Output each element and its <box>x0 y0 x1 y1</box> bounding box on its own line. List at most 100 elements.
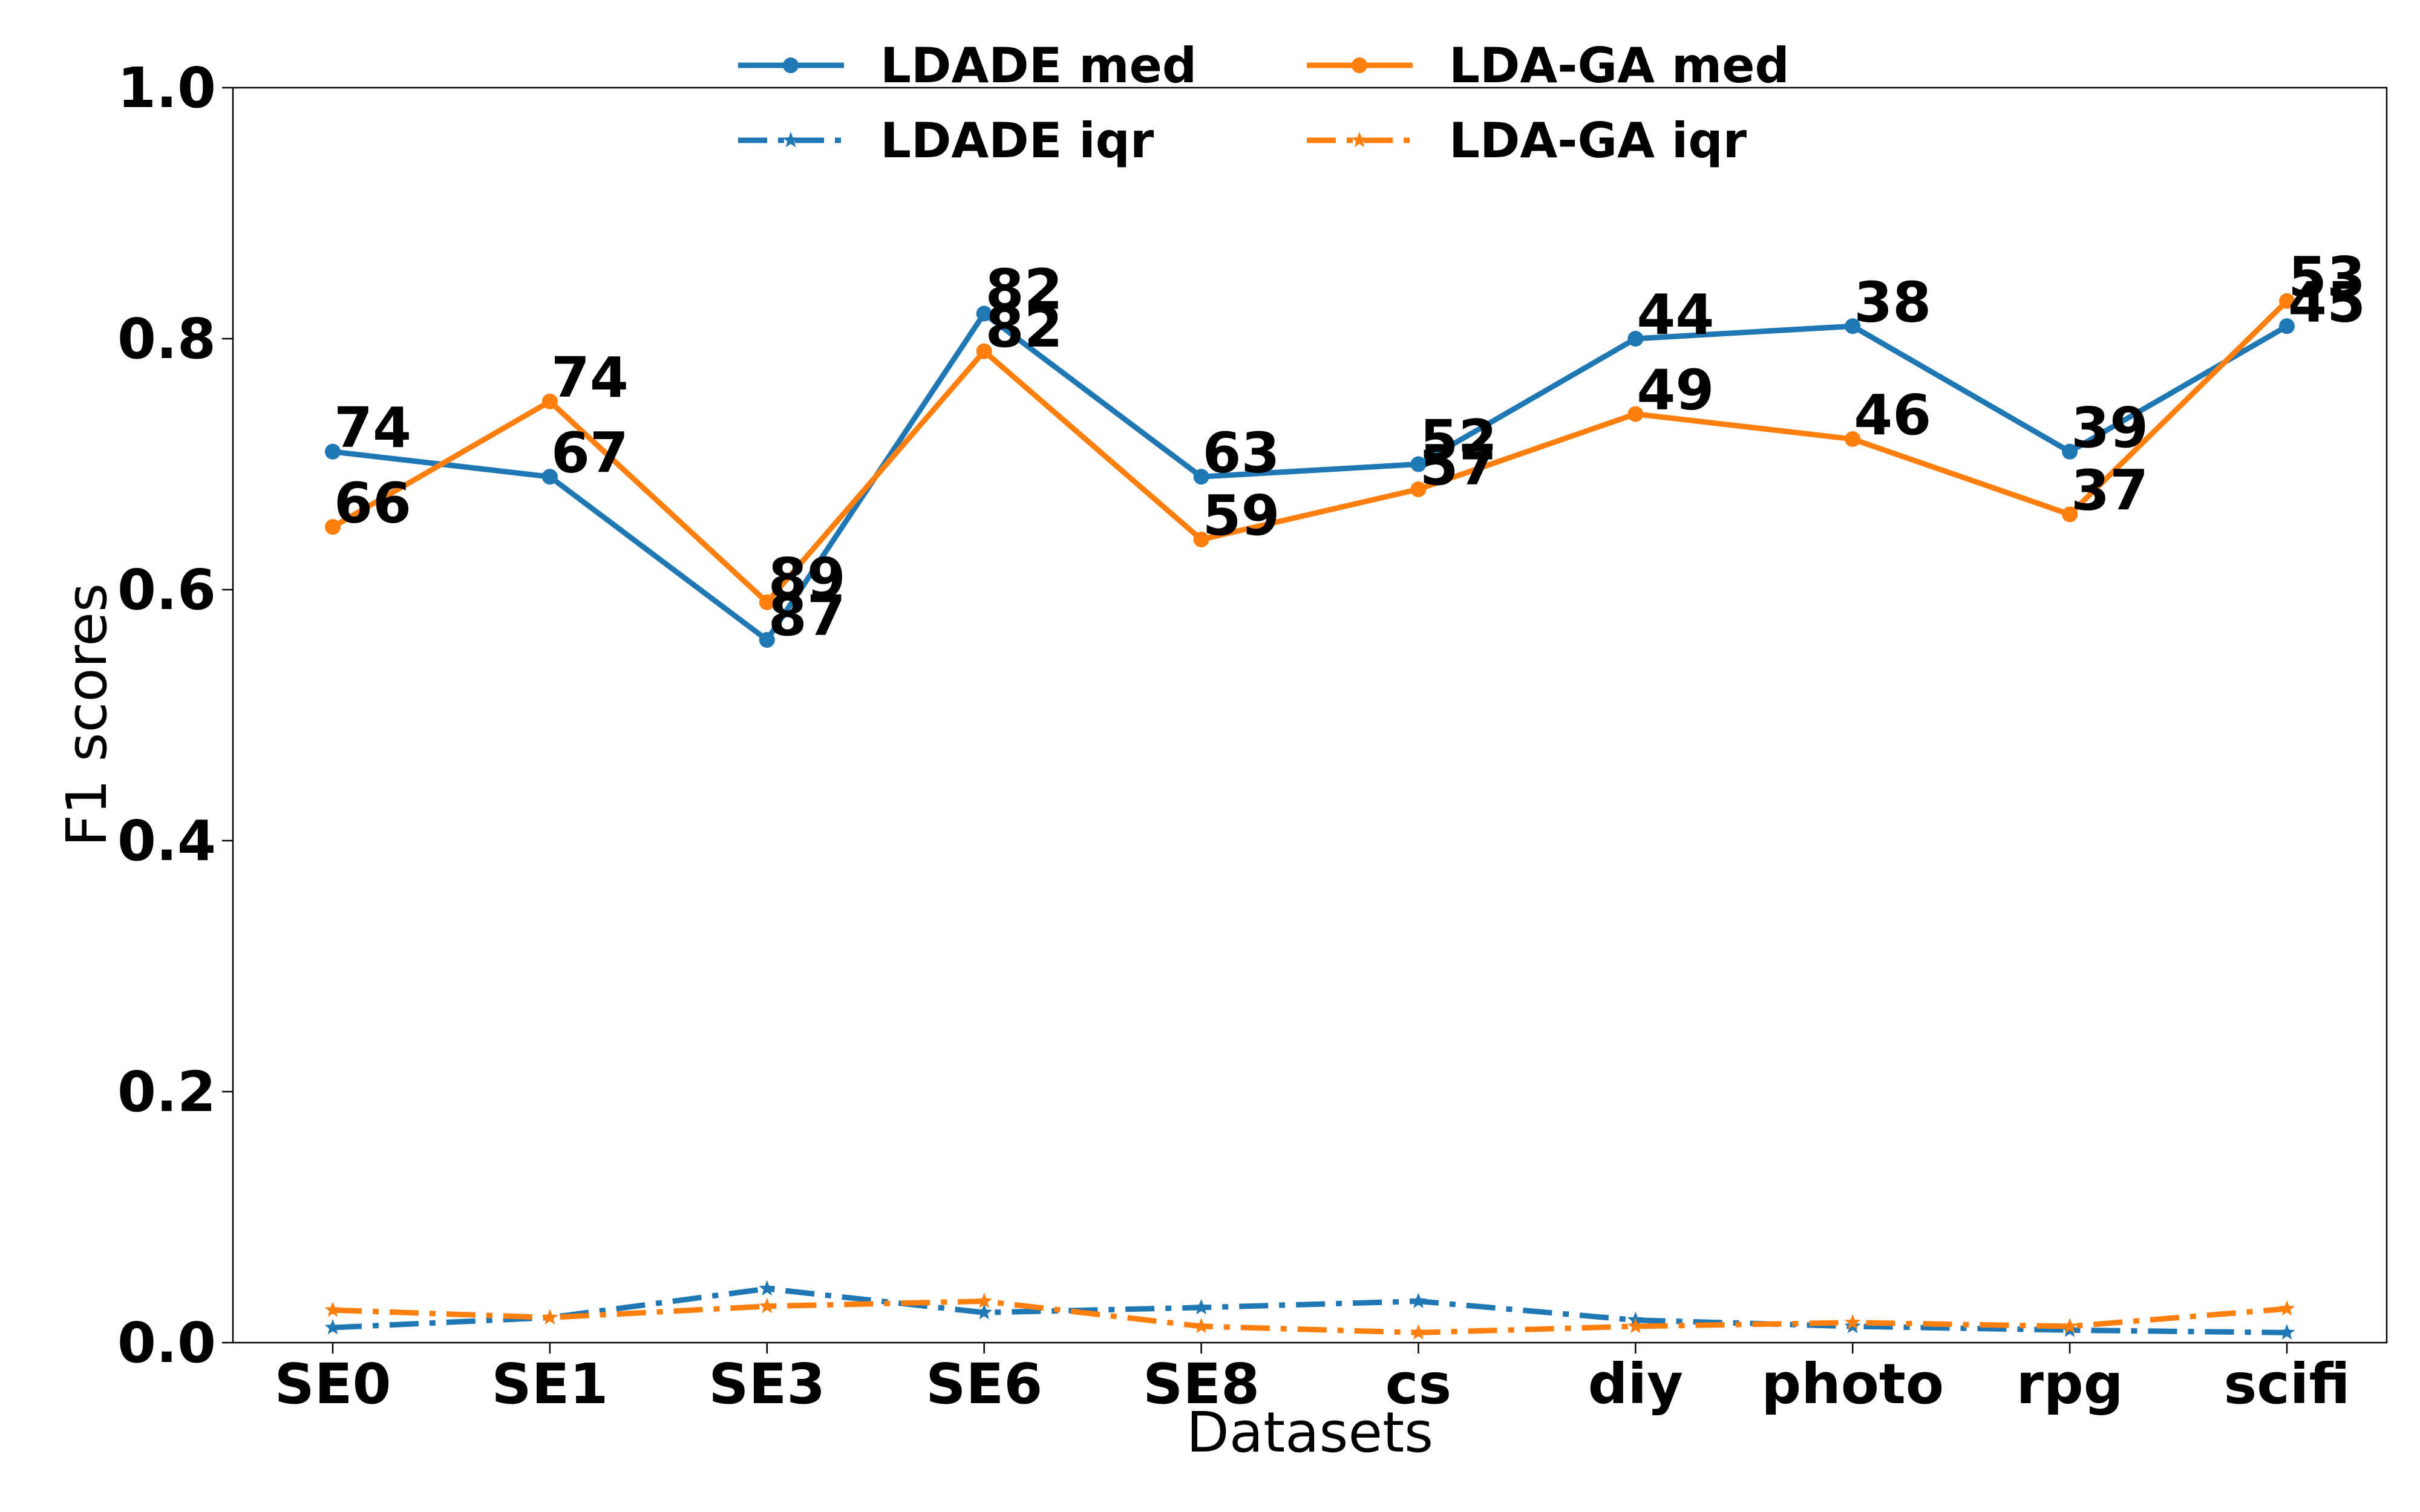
legend-marker <box>1351 132 1368 148</box>
series-0 <box>325 305 2295 648</box>
legend-item: LDA-GA med <box>1307 37 1790 94</box>
y-axis: 0.0 0.2 0.4 0.6 0.8 1.0 <box>117 56 233 1375</box>
data-point <box>976 1292 992 1308</box>
series-3 <box>324 1292 2295 1340</box>
legend-marker <box>1352 57 1367 73</box>
legend-marker <box>783 57 799 73</box>
data-point <box>2062 506 2078 523</box>
x-tick-label: SE3 <box>708 1352 825 1416</box>
data-label: 67 <box>551 420 629 485</box>
data-point <box>1627 1318 1644 1334</box>
legend-label: LDADE med <box>880 37 1197 94</box>
data-point <box>1193 1318 1209 1334</box>
data-point <box>2278 1300 2295 1316</box>
data-label: 66 <box>334 471 411 535</box>
x-tick-label: SE0 <box>274 1352 391 1416</box>
data-label: 59 <box>1203 483 1280 548</box>
data-point <box>976 305 992 322</box>
data-point <box>1627 331 1644 347</box>
legend-label: LDADE iqr <box>880 112 1154 169</box>
x-tick-label: scifi <box>2223 1352 2350 1416</box>
data-label: 82 <box>986 258 1063 322</box>
data-label: 44 <box>1637 282 1714 347</box>
series-1 <box>325 293 2295 610</box>
data-label: 52 <box>1419 408 1497 473</box>
data-label: 46 <box>1854 383 1931 448</box>
data-point <box>541 1309 558 1325</box>
data-point <box>976 1304 992 1320</box>
y-tick-label: 0.4 <box>117 809 216 873</box>
data-point <box>1410 1324 1427 1340</box>
series-line <box>332 1286 2288 1335</box>
data-point <box>325 519 341 535</box>
data-point <box>759 632 775 648</box>
series-line <box>332 1299 2288 1335</box>
x-tick-label: photo <box>1761 1352 1944 1416</box>
legend-item: LDADE med <box>738 37 1197 94</box>
data-point <box>759 1280 776 1296</box>
data-point <box>759 1297 776 1314</box>
legend-label: LDA-GA med <box>1449 37 1790 94</box>
data-point <box>976 343 992 359</box>
series-layer <box>324 293 2295 1340</box>
data-label: 87 <box>768 584 846 648</box>
x-axis: SE0 SE1 SE3 SE6 SE8 cs diy photo rpg scifi <box>274 1343 2350 1416</box>
x-tick-label: rpg <box>2016 1352 2124 1416</box>
x-tick-label: SE8 <box>1143 1352 1260 1416</box>
legend-label: LDA-GA iqr <box>1449 112 1747 169</box>
data-label: 74 <box>334 396 411 460</box>
x-axis-title: Datasets <box>1186 1400 1433 1465</box>
data-point <box>1193 469 1209 485</box>
data-point <box>325 443 341 460</box>
data-point <box>1627 406 1644 422</box>
x-tick-label: SE1 <box>491 1352 608 1416</box>
data-label: 53 <box>2288 245 2366 310</box>
data-point <box>1193 1299 1209 1315</box>
data-point <box>1845 318 1861 334</box>
data-point <box>759 594 775 610</box>
data-point <box>541 393 558 409</box>
series-line <box>332 311 2289 643</box>
data-label: 57 <box>1419 433 1497 498</box>
data-point <box>1410 456 1427 472</box>
y-tick-label: 0.8 <box>117 307 216 371</box>
data-point <box>1845 431 1861 447</box>
plot-area-frame <box>232 86 2388 1344</box>
y-tick-label: 0.2 <box>117 1060 216 1124</box>
data-point <box>324 1302 341 1317</box>
data-point <box>2278 1324 2295 1340</box>
legend-item: LDA-GA iqr <box>1307 112 1747 169</box>
data-label: 38 <box>1854 270 1931 334</box>
data-point <box>1844 1314 1861 1330</box>
legend-item: LDADE iqr <box>738 112 1154 169</box>
x-tick-label: diy <box>1588 1352 1683 1416</box>
data-label: 82 <box>986 295 1063 360</box>
legend-marker <box>782 132 799 148</box>
data-point <box>324 1319 341 1335</box>
data-label: 37 <box>2071 458 2148 523</box>
x-tick-label: cs <box>1385 1352 1451 1416</box>
legend: LDADE med LDA-GA med LDADE iqr LDA-GA iqr <box>738 37 1790 169</box>
y-axis-title: F1 scores <box>54 583 119 847</box>
data-point <box>1410 1292 1427 1308</box>
data-label: 49 <box>1637 358 1714 423</box>
data-label: 89 <box>768 546 846 611</box>
y-tick-label: 0.0 <box>117 1311 216 1375</box>
data-point <box>2062 443 2078 460</box>
y-tick-label: 0.6 <box>117 558 216 622</box>
data-point <box>1410 481 1427 497</box>
data-point <box>2279 293 2295 309</box>
data-point <box>2061 1318 2078 1334</box>
data-point <box>2279 318 2295 334</box>
data-label: 74 <box>551 345 629 410</box>
data-label: 45 <box>2288 270 2366 334</box>
data-label: 39 <box>2071 396 2148 460</box>
series-line <box>331 299 2289 605</box>
data-point <box>541 469 558 485</box>
data-label: 63 <box>1203 420 1280 485</box>
y-tick-label: 1.0 <box>117 56 216 120</box>
x-tick-label: SE6 <box>926 1352 1042 1416</box>
data-point <box>1193 532 1209 547</box>
